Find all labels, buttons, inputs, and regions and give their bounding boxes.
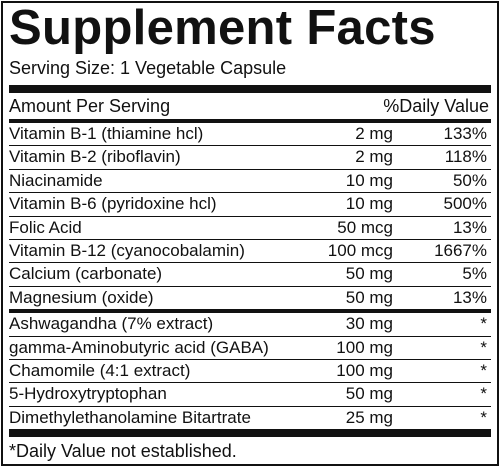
title: Supplement Facts (9, 1, 436, 55)
column-header: %Daily Value (383, 96, 489, 116)
table-row: Magnesium (oxide) 50 mg 13% (9, 287, 491, 309)
table-row: Vitamin B-6 (pyridoxine hcl) 10 mg 500% (9, 193, 491, 217)
nutrient-name: Ashwagandha (7% extract) (9, 314, 214, 334)
divider (9, 119, 491, 123)
nutrient-name: Vitamin B-2 (riboflavin) (9, 147, 181, 167)
table-row: 5-Hydroxytryptophan 50 mg * (9, 383, 491, 407)
daily-value: 50% (452, 170, 487, 190)
footnote: *Daily Value not established. (9, 441, 237, 462)
amount: 25 mg (345, 407, 393, 427)
daily-value: 13% (452, 287, 487, 307)
nutrient-name: Niacinamide (9, 170, 103, 190)
amount: 100 mcg (327, 240, 393, 260)
daily-value: * (480, 407, 487, 427)
divider (9, 429, 491, 438)
daily-value: 133% (443, 124, 487, 143)
serving-size: Serving Size: 1 Vegetable Capsule (9, 58, 287, 78)
row-group: Ashwagandha (7% extract) 30 mg * gamma-Amin… (9, 313, 491, 429)
divider (9, 309, 491, 314)
nutrient-name: Chamomile (4:1 extract) (9, 360, 191, 380)
nutrient-name: Vitamin B-1 (thiamine hcl) (9, 124, 204, 143)
amount: 30 mg (345, 314, 393, 334)
nutrient-name: gamma-Aminobutyric acid (GABA) (9, 337, 269, 357)
daily-value: 118% (444, 147, 487, 167)
daily-value: * (480, 337, 487, 357)
table-row: Vitamin B-1 (thiamine hcl) 2 mg 133% (9, 123, 491, 147)
amount: 2 mg (355, 124, 393, 143)
daily-value: 500% (443, 194, 487, 214)
column-header: Amount Per Serving (9, 96, 171, 116)
amount: 50 mg (345, 384, 393, 404)
amount: 100 mg (336, 337, 393, 357)
table-row: Niacinamide 10 mg 50% (9, 170, 491, 194)
table-row: gamma-Aminobutyric acid (GABA) 100 mg * (9, 337, 491, 360)
daily-value: 1667% (434, 240, 487, 260)
divider (9, 85, 491, 93)
nutrient-name: Vitamin B-12 (cyanocobalamin) (9, 240, 245, 260)
daily-value: 5% (462, 264, 487, 284)
table-row: Calcium (carbonate) 50 mg 5% (9, 263, 491, 287)
nutrient-name: Dimethylethanolamine Bitartrate (9, 407, 251, 427)
amount: 10 mg (345, 170, 393, 190)
nutrient-name: Calcium (carbonate) (9, 264, 163, 284)
table-row: Vitamin B-2 (riboflavin) 2 mg 118% (9, 146, 491, 170)
nutrient-name: Magnesium (oxide) (9, 287, 154, 307)
nutrient-name: 5-Hydroxytryptophan (9, 384, 167, 404)
daily-value: * (480, 360, 487, 380)
amount: 2 mg (355, 147, 393, 167)
daily-value: * (480, 384, 487, 404)
table-row: Dimethylethanolamine Bitartrate 25 mg * (9, 407, 491, 429)
table-header: Amount Per Serving %Daily Value (9, 93, 491, 119)
daily-value: 13% (452, 217, 487, 237)
amount: 50 mg (345, 264, 393, 284)
amount: 50 mcg (337, 217, 393, 237)
table-body: Vitamin B-1 (thiamine hcl) 2 mg 133% Vitami… (9, 123, 491, 438)
table-row: Folic Acid 50 mcg 13% (9, 217, 491, 240)
nutrient-name: Vitamin B-6 (pyridoxine hcl) (9, 194, 217, 214)
daily-value: * (480, 314, 487, 334)
nutrient-name: Folic Acid (9, 217, 82, 237)
amount: 100 mg (336, 360, 393, 380)
table-row: Ashwagandha (7% extract) 30 mg * (9, 313, 491, 337)
row-group: Vitamin B-1 (thiamine hcl) 2 mg 133% Vitami… (9, 123, 491, 309)
table-row: Vitamin B-12 (cyanocobalamin) 100 mcg 1667… (9, 240, 491, 264)
amount: 10 mg (345, 194, 393, 214)
table-row: Chamomile (4:1 extract) 100 mg * (9, 360, 491, 384)
amount: 50 mg (345, 287, 393, 307)
